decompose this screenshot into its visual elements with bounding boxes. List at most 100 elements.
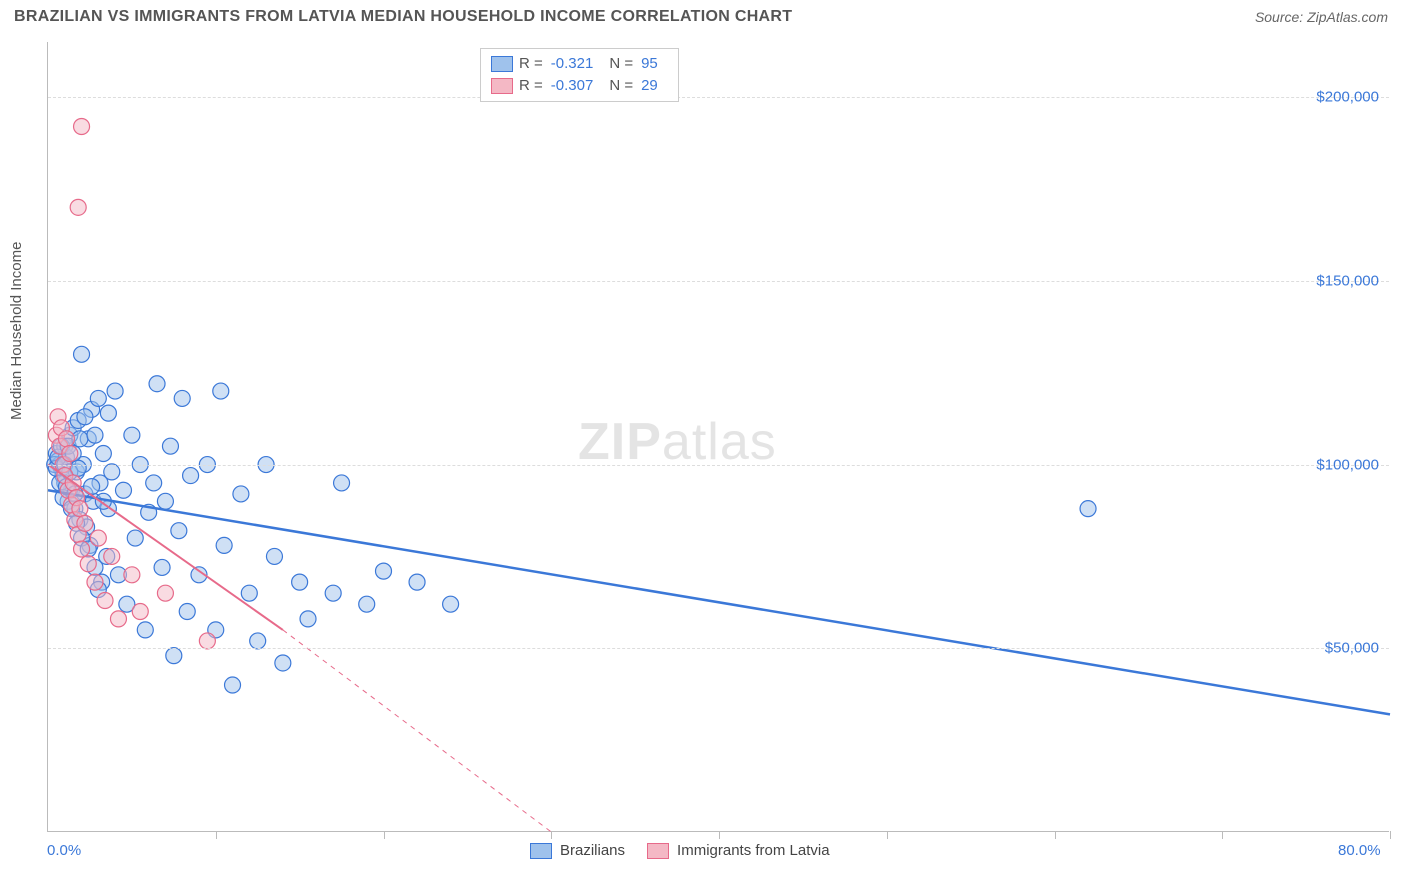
data-point [74,541,90,557]
legend-swatch [491,78,513,94]
x-tick [1390,831,1391,839]
data-point [266,548,282,564]
data-point [183,468,199,484]
data-point [162,438,178,454]
data-point [107,383,123,399]
data-point [213,383,229,399]
data-point [443,596,459,612]
chart-plot-area: ZIPatlas $50,000$100,000$150,000$200,000 [47,42,1389,832]
n-label: N = [609,75,633,97]
data-point [146,475,162,491]
data-point [166,648,182,664]
data-point [97,593,113,609]
data-point [233,486,249,502]
data-point [1080,501,1096,517]
data-point [90,530,106,546]
y-tick-label: $150,000 [1316,272,1379,289]
data-point [104,548,120,564]
data-point [154,559,170,575]
n-label: N = [609,53,633,75]
data-point [100,405,116,421]
legend-item: Immigrants from Latvia [647,842,830,859]
data-point [80,556,96,572]
r-label: R = [519,75,543,97]
data-point [359,596,375,612]
data-point [179,604,195,620]
data-point [70,199,86,215]
data-point [216,537,232,553]
legend-row: R = -0.321 N = 95 [491,53,668,75]
x-tick [887,831,888,839]
data-point [300,611,316,627]
chart-title: BRAZILIAN VS IMMIGRANTS FROM LATVIA MEDI… [14,8,792,26]
data-point [171,523,187,539]
r-value: -0.321 [551,53,594,75]
n-value: 29 [641,75,658,97]
scatter-svg [48,42,1389,831]
legend-label: Immigrants from Latvia [677,842,830,859]
x-tick [1222,831,1223,839]
data-point [115,482,131,498]
data-point [77,515,93,531]
series-legend: Brazilians Immigrants from Latvia [530,842,830,859]
data-point [58,431,74,447]
data-point [199,633,215,649]
y-tick-label: $50,000 [1325,640,1379,657]
data-point [292,574,308,590]
gridline [48,281,1389,282]
data-point [124,427,140,443]
data-point [250,633,266,649]
data-point [325,585,341,601]
data-point [174,390,190,406]
data-point [157,493,173,509]
legend-swatch [491,56,513,72]
data-point [95,446,111,462]
n-value: 95 [641,53,658,75]
x-tick [719,831,720,839]
y-axis-label: Median Household Income [8,242,25,420]
r-label: R = [519,53,543,75]
gridline [48,465,1389,466]
gridline [48,648,1389,649]
data-point [376,563,392,579]
data-point [110,611,126,627]
data-point [74,119,90,135]
data-point [275,655,291,671]
gridline [48,97,1389,98]
x-axis-max-label: 80.0% [1338,842,1381,859]
legend-label: Brazilians [560,842,625,859]
x-tick [551,831,552,839]
legend-swatch [647,843,669,859]
y-tick-label: $200,000 [1316,89,1379,106]
data-point [104,464,120,480]
x-tick [216,831,217,839]
data-point [87,427,103,443]
source-label: Source: ZipAtlas.com [1255,9,1388,25]
legend-item: Brazilians [530,842,625,859]
data-point [62,446,78,462]
data-point [87,574,103,590]
trend-line-extrapolated [283,630,551,832]
data-point [157,585,173,601]
correlation-legend: R = -0.321 N = 95 R = -0.307 N = 29 [480,48,679,102]
r-value: -0.307 [551,75,594,97]
legend-row: R = -0.307 N = 29 [491,75,668,97]
data-point [241,585,257,601]
data-point [132,604,148,620]
data-point [149,376,165,392]
trend-line [48,490,1390,714]
data-point [409,574,425,590]
data-point [124,567,140,583]
data-point [77,409,93,425]
data-point [225,677,241,693]
y-tick-label: $100,000 [1316,456,1379,473]
data-point [90,390,106,406]
legend-swatch [530,843,552,859]
data-point [74,346,90,362]
data-point [334,475,350,491]
data-point [127,530,143,546]
x-tick [1055,831,1056,839]
data-point [137,622,153,638]
x-axis-min-label: 0.0% [47,842,81,859]
data-point [72,501,88,517]
